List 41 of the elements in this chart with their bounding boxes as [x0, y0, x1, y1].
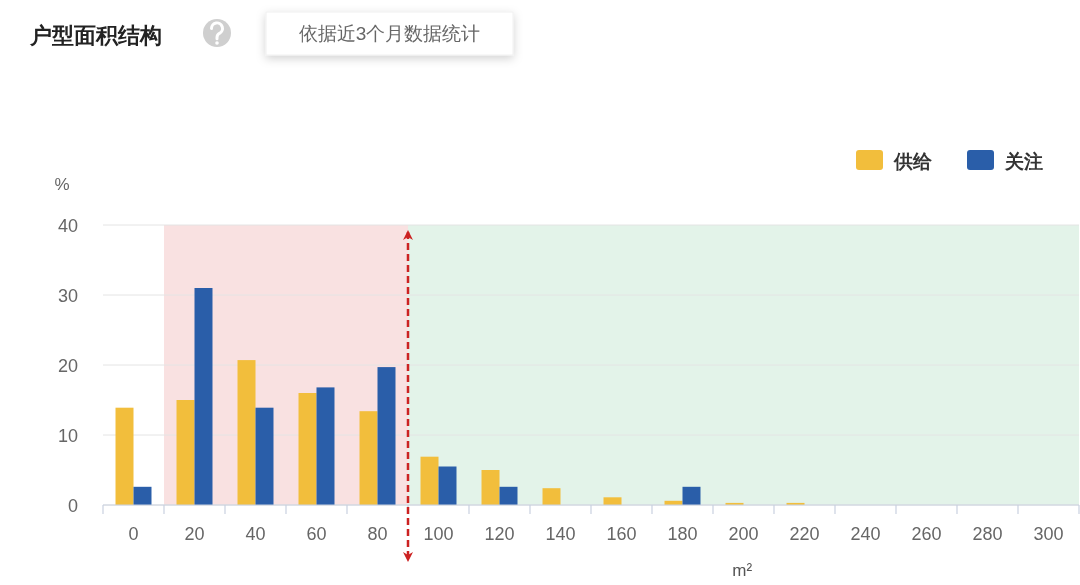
bar	[316, 387, 335, 505]
bar	[542, 488, 561, 505]
y-tick-label: 0	[67, 495, 78, 516]
x-tick-label: 300	[1033, 524, 1064, 544]
legend-label: 供给	[893, 150, 933, 172]
bar	[298, 393, 317, 505]
x-tick-label: 100	[423, 524, 454, 544]
x-tick-label: 0	[128, 524, 139, 544]
x-axis-title: m²	[732, 561, 753, 580]
bar	[377, 367, 396, 505]
x-tick-label: 200	[728, 524, 759, 544]
y-axis-title: %	[54, 175, 70, 194]
bar	[255, 407, 274, 505]
y-tick-label: 20	[57, 355, 78, 376]
text: 依据近3个月数据统计	[298, 23, 481, 44]
y-tick-label: 10	[57, 425, 78, 446]
bar	[603, 497, 622, 505]
x-tick-label: 80	[367, 524, 388, 544]
x-tick-label: 240	[850, 524, 881, 544]
y-tick-label: 40	[57, 215, 78, 236]
bar	[115, 407, 134, 505]
x-tick-label: 20	[184, 524, 205, 544]
bar	[237, 360, 256, 505]
x-tick-label: 140	[545, 524, 576, 544]
bar	[481, 470, 500, 505]
bar	[176, 400, 195, 505]
bar	[194, 288, 213, 505]
bar	[359, 411, 378, 505]
x-tick-label: 180	[667, 524, 698, 544]
x-tick-label: 40	[245, 524, 266, 544]
x-tick-label: 160	[606, 524, 637, 544]
chart-title: 户型面积结构	[29, 23, 162, 48]
x-tick-label: 280	[972, 524, 1003, 544]
x-tick-label: 260	[911, 524, 942, 544]
y-tick-label: 30	[57, 285, 78, 306]
x-tick-label: 220	[789, 524, 820, 544]
bar	[420, 456, 439, 505]
x-tick-label: 60	[306, 524, 327, 544]
legend-label: 关注	[1004, 150, 1043, 172]
bar	[438, 466, 457, 505]
x-tick-label: 120	[484, 524, 515, 544]
